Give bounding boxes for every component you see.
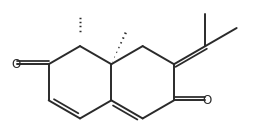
Text: O: O <box>11 58 21 71</box>
Text: O: O <box>202 94 211 107</box>
